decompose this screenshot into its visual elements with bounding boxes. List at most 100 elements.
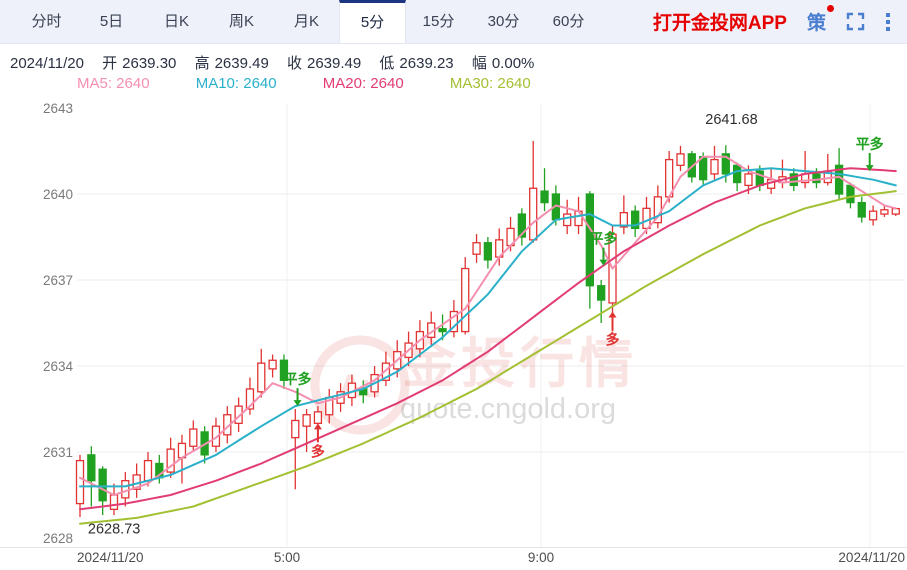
signal-arrowhead — [865, 165, 874, 172]
candle-body — [211, 425, 221, 447]
candle-body — [302, 414, 311, 427]
ma-line-MA5 — [79, 155, 897, 496]
ma5-legend: MA5: 2640 — [77, 75, 150, 92]
candle-body — [857, 201, 866, 218]
candle-body — [631, 210, 640, 230]
candle-body — [257, 362, 266, 393]
ma-line-MA10 — [79, 167, 897, 488]
candle-body — [517, 213, 527, 238]
ma-line-MA20 — [79, 167, 897, 511]
open-app-link[interactable]: 打开金投网APP — [652, 13, 787, 34]
y-axis-label: 2634 — [43, 359, 74, 374]
candle-body — [121, 480, 130, 499]
watermark-logo-icon — [310, 335, 410, 435]
signal-close-long-label: 平多 — [284, 371, 312, 387]
candle-body — [461, 267, 470, 333]
notification-dot — [827, 5, 834, 12]
tab-15-min[interactable]: 15分 — [422, 13, 455, 30]
candle-body — [585, 193, 594, 287]
candle-body — [563, 213, 572, 227]
candle-body — [880, 209, 889, 215]
more-menu-icon[interactable] — [885, 12, 891, 32]
candle-body — [234, 405, 243, 424]
signal-open-long-label: 多 — [606, 332, 620, 348]
tab-monthly-k[interactable]: 月K — [293, 13, 319, 30]
tab-weekly-k[interactable]: 周K — [228, 13, 254, 30]
candle-body — [642, 207, 651, 230]
candle-body — [868, 210, 878, 221]
y-axis-label: 2631 — [43, 445, 73, 460]
candle-body — [291, 419, 300, 439]
candle-body — [597, 285, 606, 301]
strategy-label: 策 — [806, 13, 826, 34]
quote-date: 2024/11/20 — [10, 55, 84, 72]
candle-body — [721, 153, 730, 175]
signal-arrowhead — [293, 400, 302, 407]
range-value: 0.00% — [491, 55, 535, 72]
candlestick-chart-canvas[interactable]: Au 金投行情quote.cngold.org264326402637263426… — [0, 94, 907, 569]
signal-open-long-label: 多 — [311, 443, 325, 459]
candle-body — [472, 242, 481, 255]
y-axis-label: 2640 — [43, 187, 73, 202]
y-axis-label: 2643 — [43, 101, 73, 116]
low-price-label: 2628.73 — [88, 522, 140, 538]
candle-body — [109, 494, 119, 510]
candle-body — [98, 468, 107, 502]
signal-close-long-label: 平多 — [589, 231, 617, 247]
tab-5-min-active[interactable]: 5分 — [339, 0, 406, 43]
y-axis-label: 2628 — [43, 531, 73, 546]
candle-body — [846, 184, 855, 204]
candle-body — [483, 242, 493, 261]
tab-30-min[interactable]: 30分 — [487, 13, 520, 30]
high-price-label: 2641.68 — [705, 112, 757, 128]
signal-arrowhead — [608, 311, 617, 318]
signal-arrowhead — [313, 423, 322, 430]
candle-body — [245, 388, 255, 410]
candle-body — [529, 187, 538, 241]
x-axis-label: 2024/11/20 — [77, 550, 144, 565]
close-label: 收 — [286, 55, 302, 72]
candle-body — [449, 310, 459, 333]
candle-body — [619, 211, 628, 228]
ma30-legend: MA30: 2640 — [449, 75, 531, 92]
candle-body — [313, 411, 323, 424]
x-axis-label: 5:00 — [274, 550, 300, 565]
tab-time-share[interactable]: 分时 — [31, 13, 62, 30]
tabbar-controls: 打开金投网APP 策 — [653, 0, 907, 43]
tab-daily-k[interactable]: 日K — [163, 13, 189, 30]
candle-body — [732, 164, 742, 184]
y-axis-label: 2637 — [43, 273, 73, 288]
x-axis-label: 2024/11/20 — [838, 550, 905, 565]
watermark-url: quote.cngold.org — [400, 393, 616, 425]
candle-body — [744, 173, 753, 187]
candle-body — [381, 362, 391, 381]
candle-body — [676, 153, 685, 166]
candle-body — [540, 190, 549, 204]
candle-body — [812, 173, 821, 184]
tab-5-day[interactable]: 5日 — [99, 13, 124, 30]
candle-body — [789, 173, 798, 187]
candle-body — [891, 207, 900, 215]
low-value: 2639.23 — [399, 55, 454, 72]
candle-body — [166, 448, 175, 473]
candle-body — [75, 459, 85, 505]
chart-period-tabbar: 分时 5日 日K 周K 月K 5分 15分 30分 60分 打开金投网APP 策 — [0, 0, 907, 44]
ma-legend: MA5: 2640 MA10: 2640 MA20: 2640 MA30: 26… — [77, 75, 907, 95]
open-value: 2639.30 — [122, 55, 177, 72]
high-label: 高 — [194, 55, 210, 72]
open-label: 开 — [102, 55, 118, 72]
candlestick-chart-area[interactable]: Au 金投行情 quote.cngold.org 2643 2640 2637 2634 26… — [0, 94, 907, 569]
range-label: 幅 — [471, 55, 487, 72]
fullscreen-icon[interactable] — [846, 12, 865, 31]
signal-close-long-label: 平多 — [856, 136, 884, 152]
tab-60-min[interactable]: 60分 — [552, 13, 585, 30]
high-value: 2639.49 — [214, 55, 269, 72]
close-value: 2639.49 — [307, 55, 362, 72]
ma-line-MA30 — [79, 190, 897, 525]
ma20-legend: MA20: 2640 — [322, 75, 404, 92]
ma10-legend: MA10: 2640 — [195, 75, 277, 92]
signal-arrowhead — [599, 259, 608, 266]
strategy-button[interactable]: 策 — [806, 5, 834, 35]
